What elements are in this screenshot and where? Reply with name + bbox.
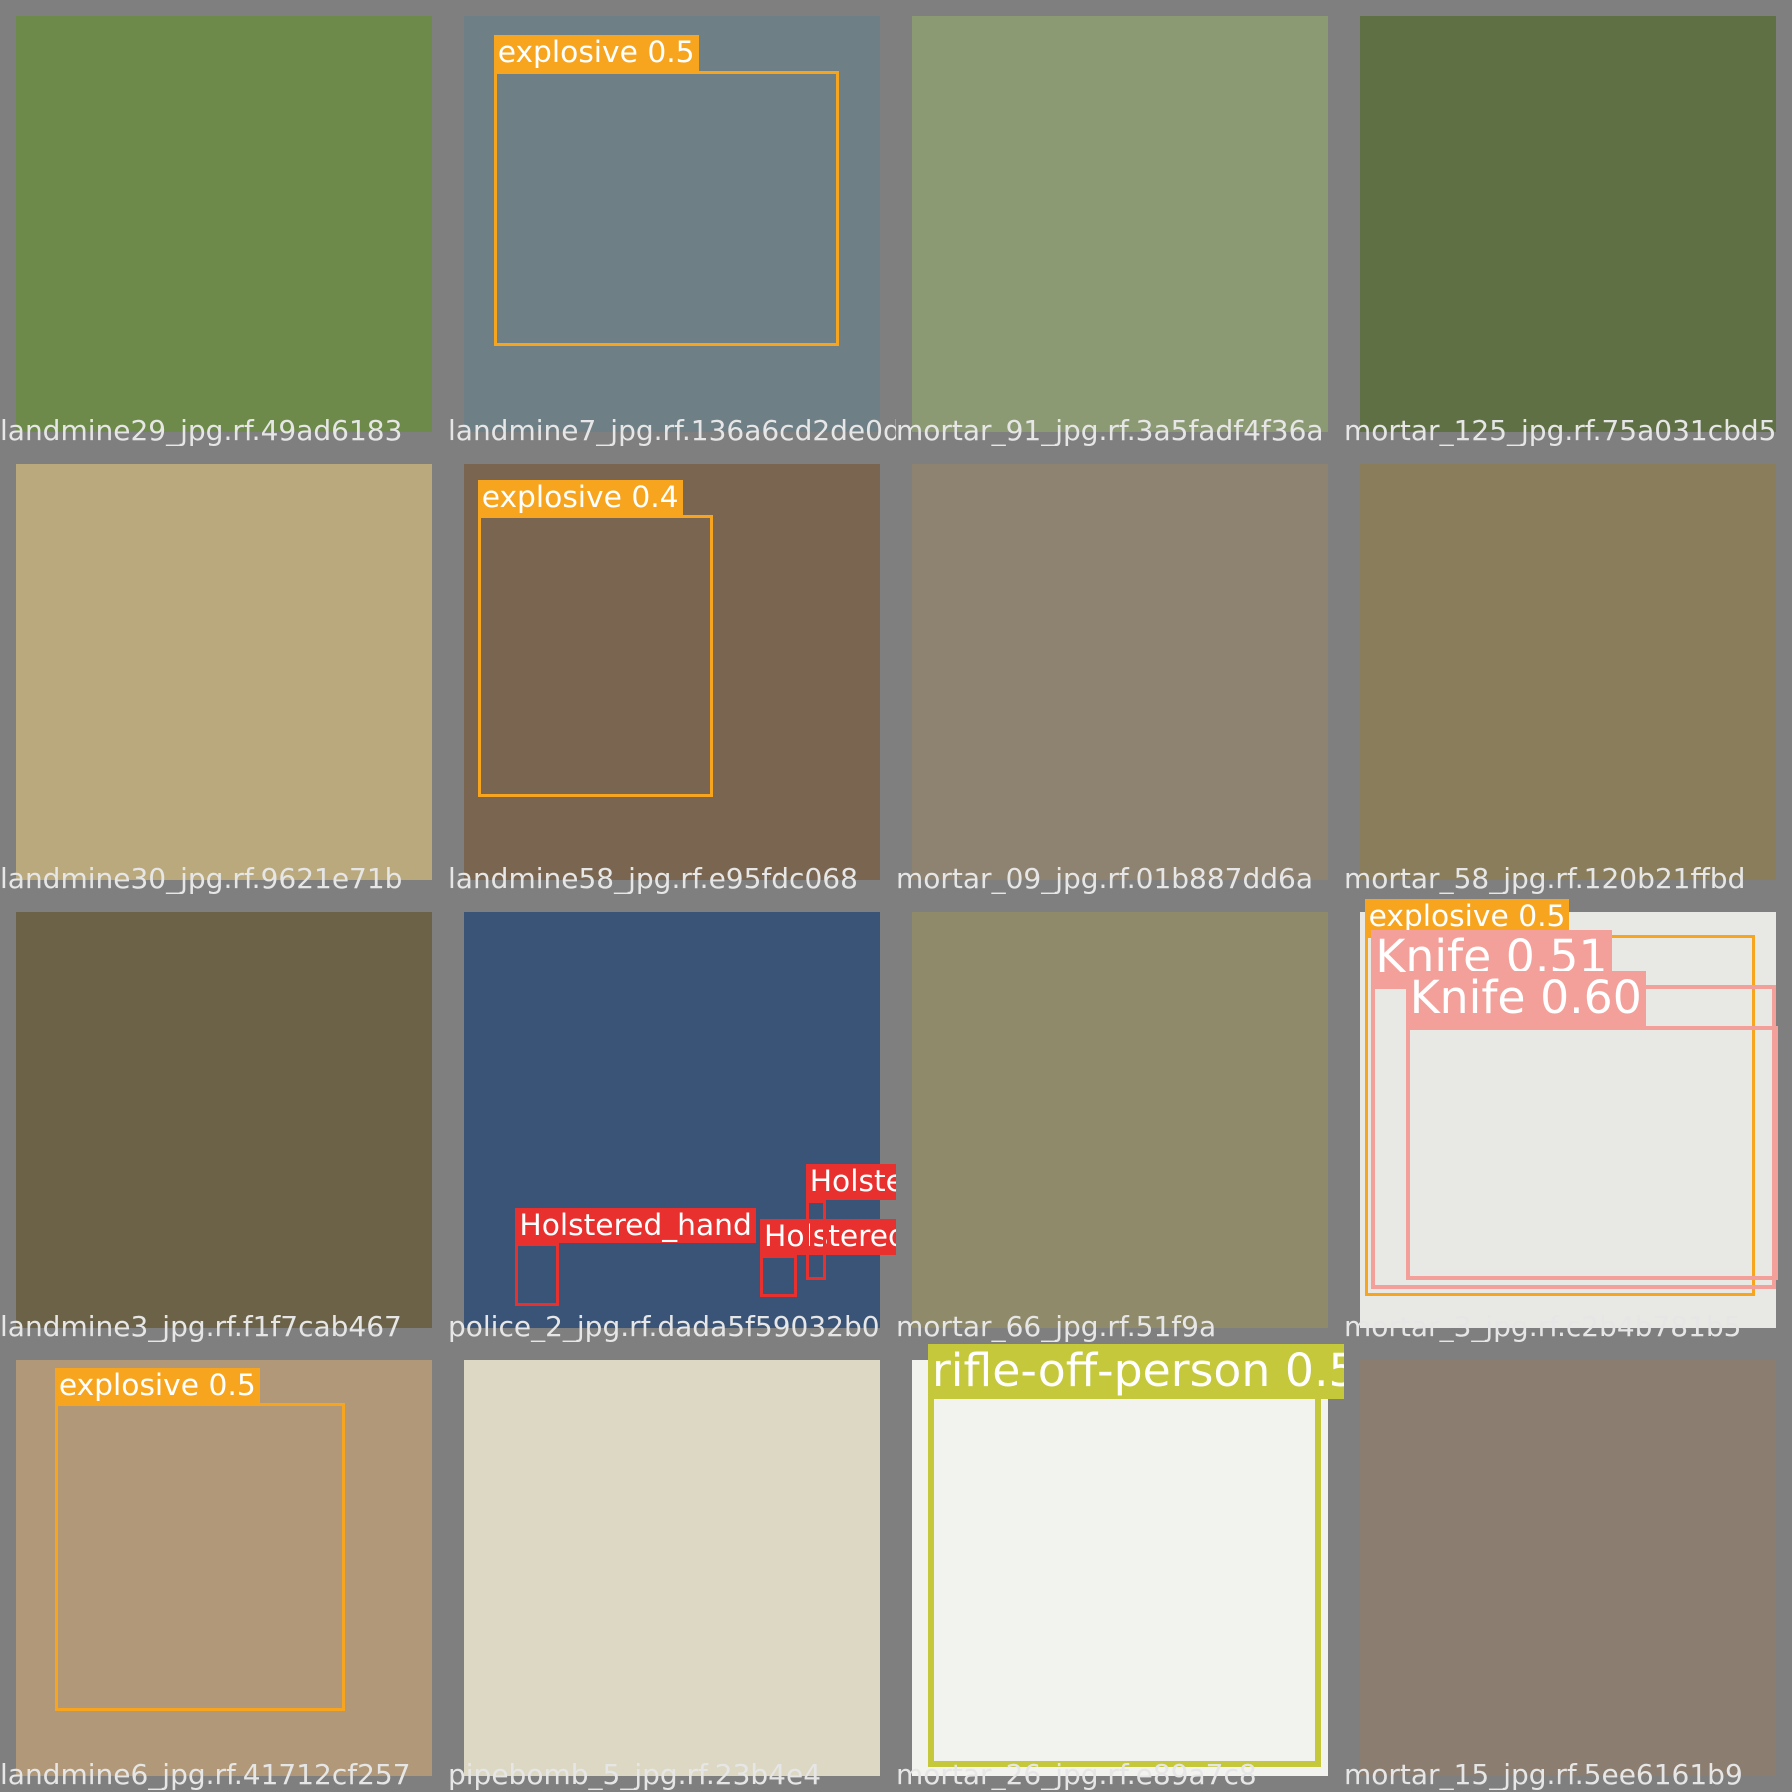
image-tile: mortar_09_jpg.rf.01b887dd6a <box>896 448 1344 896</box>
photo <box>1360 1360 1776 1776</box>
filename: landmine58_jpg.rf.e95fdc068 <box>448 864 858 894</box>
detection-label: Holstered_handgun 0.3 <box>805 1164 896 1200</box>
filename: mortar_26_jpg.rf.e89a7c8 <box>896 1760 1257 1790</box>
filename: mortar_66_jpg.rf.51f9a <box>896 1312 1217 1342</box>
detection-label: Knife 0.60 <box>1405 971 1646 1027</box>
detection-label: Holstered_handgun 0.6 <box>760 1219 896 1255</box>
filename: landmine7_jpg.rf.136a6cd2de0d7 <box>448 416 896 446</box>
image-tile: mortar_66_jpg.rf.51f9a <box>896 896 1344 1344</box>
photo <box>16 1360 432 1776</box>
image-tile: Holstered_handHolstered_handgun 0.6 Holst… <box>448 896 896 1344</box>
filename: pipebomb_5_jpg.rf.23b4e4 <box>448 1760 822 1790</box>
detection-box <box>54 1403 346 1711</box>
photo <box>464 1360 880 1776</box>
photo <box>464 16 880 432</box>
detection-box <box>1405 1026 1779 1280</box>
photo <box>1360 464 1776 880</box>
filename: mortar_09_jpg.rf.01b887dd6a <box>896 864 1314 894</box>
image-tile: pipebomb_5_jpg.rf.23b4e4 <box>448 1344 896 1792</box>
filename: mortar_125_jpg.rf.75a031cbd5 <box>1344 416 1777 446</box>
image-tile: explosive 0.5 landmine6_jpg.rf.41712cf257 <box>0 1344 448 1792</box>
image-tile: mortar_58_jpg.rf.120b21ffbd <box>1344 448 1792 896</box>
photo <box>464 464 880 880</box>
image-tile: landmine29_jpg.rf.49ad6183 <box>0 0 448 448</box>
image-tile: mortar_125_jpg.rf.75a031cbd5 <box>1344 0 1792 448</box>
image-tile: rifle-off-person 0.51 mortar_26_jpg.rf.e8… <box>896 1344 1344 1792</box>
filename: mortar_15_jpg.rf.5ee6161b9 <box>1344 1760 1743 1790</box>
image-tile: mortar_91_jpg.rf.3a5fadf4f36a <box>896 0 1344 448</box>
filename: landmine3_jpg.rf.f1f7cab467 <box>0 1312 402 1342</box>
image-tile: explosive 0.5 Knife 0.51 Knife 0.60 mortar_… <box>1344 896 1792 1344</box>
detection-label: rifle-off-person 0.51 <box>928 1344 1344 1399</box>
filename: mortar_3_jpg.rf.c2b4b781b5 <box>1344 1312 1742 1342</box>
photo <box>16 464 432 880</box>
detection-label: explosive 0.5 <box>54 1367 260 1404</box>
filename: mortar_58_jpg.rf.120b21ffbd <box>1344 864 1746 894</box>
photo <box>912 912 1328 1328</box>
detection-label: explosive 0.5 <box>1364 899 1570 935</box>
detection-label: Holstered_hand <box>515 1207 756 1244</box>
photo <box>912 16 1328 432</box>
filename: police_2_jpg.rf.dada5f59032b0 <box>448 1312 880 1342</box>
filename: mortar_91_jpg.rf.3a5fadf4f36a <box>896 416 1324 446</box>
photo <box>912 1360 1328 1776</box>
photo <box>464 912 880 1328</box>
photo <box>16 912 432 1328</box>
image-tile: landmine30_jpg.rf.9621e71b <box>0 448 448 896</box>
detection-box <box>760 1254 797 1298</box>
image-tile: explosive 0.4 landmine58_jpg.rf.e95fdc068 <box>448 448 896 896</box>
photo <box>1360 16 1776 432</box>
image-tile: explosive 0.5 landmine7_jpg.rf.136a6cd2de… <box>448 0 896 448</box>
detection-box <box>493 70 839 347</box>
photo <box>16 16 432 432</box>
detection-label: explosive 0.4 <box>477 479 683 516</box>
detection-box <box>515 1243 559 1307</box>
detection-label: explosive 0.5 <box>493 35 699 71</box>
photo <box>912 464 1328 880</box>
filename: landmine30_jpg.rf.9621e71b <box>0 864 403 894</box>
filename: landmine29_jpg.rf.49ad6183 <box>0 416 403 446</box>
detection-box <box>805 1200 827 1280</box>
detection-box <box>928 1362 1322 1767</box>
image-tile: landmine3_jpg.rf.f1f7cab467 <box>0 896 448 1344</box>
filename: landmine6_jpg.rf.41712cf257 <box>0 1760 411 1790</box>
image-tile: mortar_15_jpg.rf.5ee6161b9 <box>1344 1344 1792 1792</box>
detection-box <box>477 515 714 797</box>
